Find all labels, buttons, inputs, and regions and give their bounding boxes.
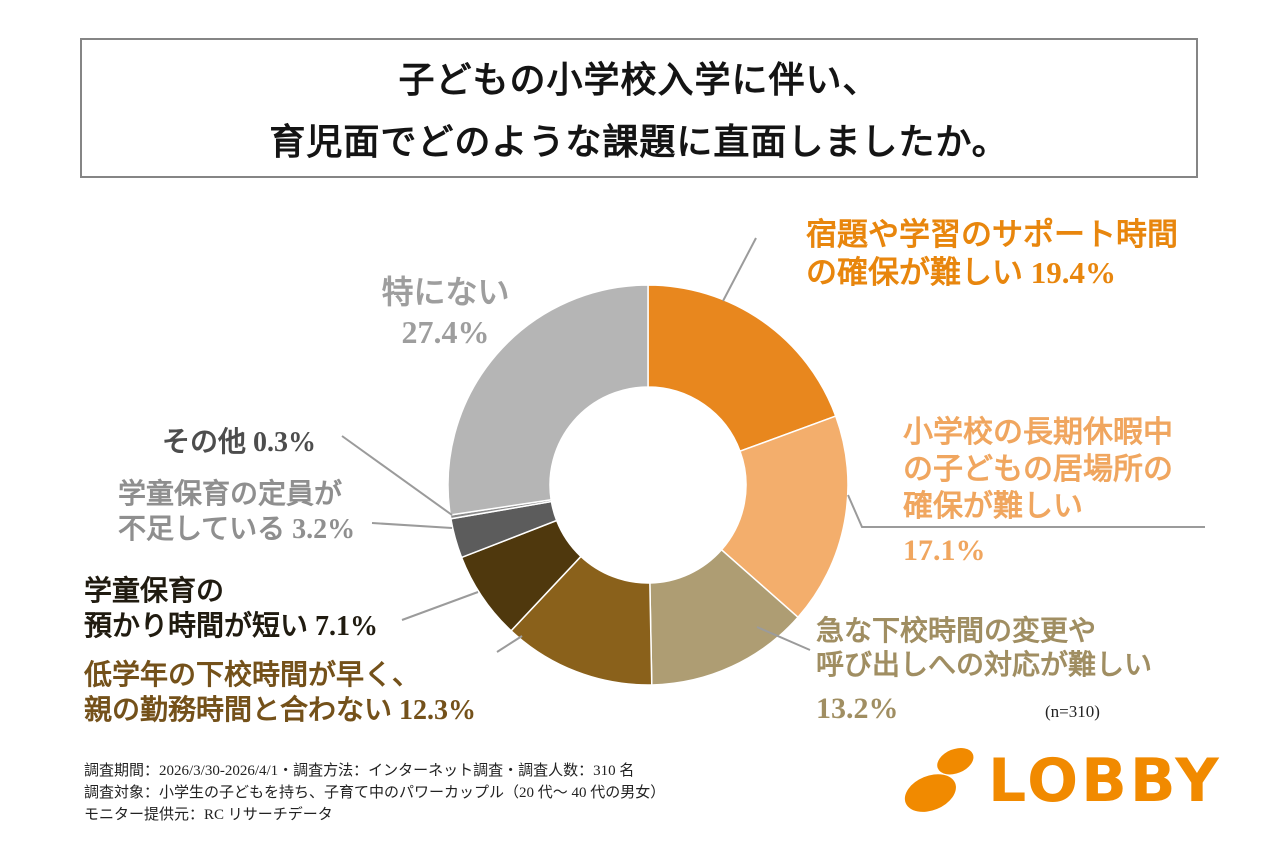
survey-footnote-line-1: 調査期間：2026/3/30-2026/4/1・調査方法：インターネット調査・調… bbox=[84, 763, 635, 779]
callout-homework: 宿題や学習のサポート時間 の確保が難しい 19.4% bbox=[806, 216, 1178, 292]
leader-line-sudden bbox=[756, 626, 811, 651]
callout-sudden-dismissal: 急な下校時間の変更や 呼び出しへの対応が難しい bbox=[816, 615, 1152, 683]
sample-size-note: (n=310) bbox=[1045, 702, 1100, 721]
donut-segment-2 bbox=[720, 415, 849, 619]
callout-vacation-line-1: 小学校の長期休暇中 bbox=[903, 416, 1173, 449]
donut-segments-group bbox=[447, 284, 849, 686]
callout-sudden-line-1: 急な下校時間の変更や bbox=[816, 616, 1097, 647]
leader-line-capacity bbox=[371, 522, 453, 529]
lobby-logo-text: LOBBY bbox=[988, 746, 1222, 816]
callout-early-dismissal-line-2: 親の勤務時間と合わない 12.3% bbox=[84, 695, 477, 726]
callout-capacity-line-2: 不足している 3.2% bbox=[118, 514, 356, 545]
leader-line-vacation bbox=[847, 494, 1205, 528]
callout-none-line-1: 特にない bbox=[381, 274, 510, 310]
callout-short-hours: 学童保育の 預かり時間が短い 7.1% bbox=[84, 574, 378, 644]
leader-lines-group bbox=[341, 237, 1205, 653]
callout-sudden-line-2: 呼び出しへの対応が難しい bbox=[816, 650, 1153, 681]
callout-vacation-percent: 17.1% bbox=[903, 534, 986, 567]
page-title-line-1: 子どもの小学校入学に伴い、 bbox=[398, 60, 880, 100]
donut-segment-1 bbox=[647, 284, 837, 453]
callout-short-hours-line-1: 学童保育の bbox=[84, 576, 225, 607]
leader-line-early-dismissal bbox=[496, 635, 523, 653]
callout-early-dismissal: 低学年の下校時間が早く、 親の勤務時間と合わない 12.3% bbox=[84, 658, 476, 728]
survey-footnote: 調査期間：2026/3/30-2026/4/1・調査方法：インターネット調査・調… bbox=[84, 760, 665, 826]
leader-line-homework bbox=[722, 237, 757, 302]
survey-footnote-line-2: 調査対象：小学生の子どもを持ち、子育て中のパワーカップル（20 代〜 40 代の… bbox=[84, 785, 666, 801]
callout-other: その他 0.3% bbox=[162, 427, 317, 458]
lobby-logo: LOBBY bbox=[896, 738, 1222, 824]
callout-vacation-line-2: の子どもの居場所の bbox=[903, 453, 1173, 486]
page-title-line-2: 育児面でどのような課題に直面しましたか。 bbox=[269, 122, 1009, 162]
lobby-logo-icon bbox=[904, 747, 974, 812]
leader-line-other bbox=[341, 435, 453, 516]
leader-line-short-hours bbox=[401, 591, 479, 621]
callout-sudden-percent: 13.2% bbox=[816, 692, 899, 725]
callout-short-hours-line-2: 預かり時間が短い 7.1% bbox=[84, 611, 379, 642]
callout-capacity-line-1: 学童保育の定員が bbox=[118, 479, 343, 510]
callout-early-dismissal-line-1: 低学年の下校時間が早く、 bbox=[84, 660, 421, 691]
page-title-box: 子どもの小学校入学に伴い、 育児面でどのような課題に直面しましたか。 bbox=[80, 38, 1198, 178]
callout-none-line-2: 27.4% bbox=[401, 314, 490, 350]
callout-homework-line-1: 宿題や学習のサポート時間 bbox=[806, 217, 1178, 252]
donut-segment-3 bbox=[649, 548, 800, 686]
callout-capacity: 学童保育の定員が 不足している 3.2% bbox=[118, 477, 355, 547]
survey-footnote-line-3: モニター提供元：RC リサーチデータ bbox=[84, 807, 333, 823]
donut-segment-8 bbox=[447, 284, 649, 516]
callout-vacation-line-3: 確保が難しい bbox=[903, 490, 1083, 523]
callout-homework-line-2: の確保が難しい 19.4% bbox=[806, 255, 1116, 290]
callout-vacation: 小学校の長期休暇中 の子どもの居場所の 確保が難しい bbox=[903, 414, 1173, 525]
callout-none: 特にない 27.4% bbox=[348, 272, 543, 352]
